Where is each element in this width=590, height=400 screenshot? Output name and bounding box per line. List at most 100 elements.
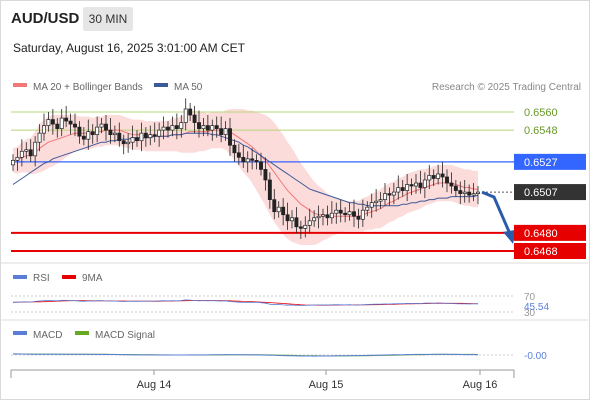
candle xyxy=(148,125,153,146)
candle xyxy=(476,186,480,205)
candle xyxy=(431,169,436,187)
level-label-support: 0.6468 xyxy=(524,246,558,258)
candle-body xyxy=(365,206,370,211)
candle-body xyxy=(19,150,24,158)
candle-body xyxy=(59,117,64,129)
candle xyxy=(99,118,104,134)
candle-body xyxy=(343,212,348,216)
candle-body xyxy=(201,125,206,129)
candle xyxy=(352,199,356,227)
rsi-level-label: 70 xyxy=(524,292,536,303)
candle xyxy=(338,199,343,223)
candle xyxy=(383,183,387,206)
candle-body xyxy=(321,214,325,217)
candle-body xyxy=(471,193,476,196)
candle xyxy=(183,98,188,131)
candle xyxy=(42,113,46,141)
candle xyxy=(303,216,308,238)
candle xyxy=(117,122,122,147)
candle-body xyxy=(68,120,73,125)
candle xyxy=(55,118,60,138)
candle xyxy=(24,142,29,159)
candle-body xyxy=(143,132,148,139)
candle-body xyxy=(263,169,268,181)
candle-body xyxy=(360,209,365,220)
candle-body xyxy=(467,191,472,196)
ma20-line xyxy=(13,129,478,217)
candle xyxy=(219,116,224,143)
candle xyxy=(64,105,69,128)
candle xyxy=(307,208,312,233)
x-axis: Aug 14 Aug 15 Aug 16 xyxy=(11,369,514,391)
candle-body xyxy=(453,185,458,191)
candle-body xyxy=(316,215,321,219)
candle xyxy=(95,116,100,143)
candle-body xyxy=(170,125,175,131)
bollinger-band-area xyxy=(13,109,478,245)
candle-body xyxy=(77,126,82,137)
candle-body xyxy=(422,179,427,188)
macd-line xyxy=(12,353,479,357)
candle-body xyxy=(294,217,299,228)
candle xyxy=(316,205,321,229)
candle xyxy=(374,189,379,212)
candle xyxy=(343,207,348,223)
candle xyxy=(250,148,255,170)
x-tick-label: Aug 15 xyxy=(309,379,344,391)
candle-body xyxy=(427,175,432,181)
candle xyxy=(112,125,117,143)
chart-datetime: Saturday, August 16, 2025 3:01:00 AM CET xyxy=(13,41,245,55)
candle-body xyxy=(130,137,135,143)
candle-body xyxy=(42,125,46,134)
timeframe-button[interactable]: 30 MIN xyxy=(83,7,133,31)
candle xyxy=(356,208,361,229)
candle-body xyxy=(356,215,361,220)
candle-body xyxy=(254,159,259,163)
candle xyxy=(409,178,414,196)
candle xyxy=(104,115,108,141)
candle xyxy=(294,207,299,233)
ma20-legend-swatch xyxy=(13,83,27,87)
candle-body xyxy=(99,123,104,128)
candle-body xyxy=(374,200,379,204)
candle xyxy=(329,201,334,224)
macd-last-value: -0.00 xyxy=(524,351,547,362)
candle-body xyxy=(81,135,86,140)
candle xyxy=(276,201,281,218)
candle xyxy=(15,148,20,171)
x-tick-label: Aug 16 xyxy=(463,379,498,391)
candle xyxy=(188,102,193,122)
candle-body xyxy=(325,214,330,219)
candle xyxy=(334,202,339,224)
candle xyxy=(197,110,201,138)
candle-body xyxy=(259,161,263,170)
candle-body xyxy=(458,190,463,194)
candle xyxy=(267,172,272,209)
candle-body xyxy=(192,114,197,123)
candle xyxy=(405,173,410,202)
candle-body xyxy=(95,126,100,136)
rsi-ma-legend-label: 9MA xyxy=(82,273,103,284)
candle-body xyxy=(166,126,170,131)
candle xyxy=(108,118,113,144)
rsi-line xyxy=(12,299,479,306)
forecast-arrow-shaft xyxy=(481,190,512,235)
candle-body xyxy=(387,193,392,196)
candle-body xyxy=(436,173,441,179)
candle-body xyxy=(86,131,91,140)
candle xyxy=(86,119,91,150)
moving-averages xyxy=(12,129,479,217)
candle xyxy=(205,115,210,137)
candle xyxy=(11,154,15,171)
candle-body xyxy=(396,187,401,193)
candle-body xyxy=(236,152,241,158)
candle xyxy=(161,116,166,140)
candle xyxy=(321,208,325,226)
candle-body xyxy=(183,108,188,123)
candle-body xyxy=(418,182,423,188)
candle-body xyxy=(108,129,113,136)
candle xyxy=(440,161,445,188)
candle-body xyxy=(214,125,219,129)
